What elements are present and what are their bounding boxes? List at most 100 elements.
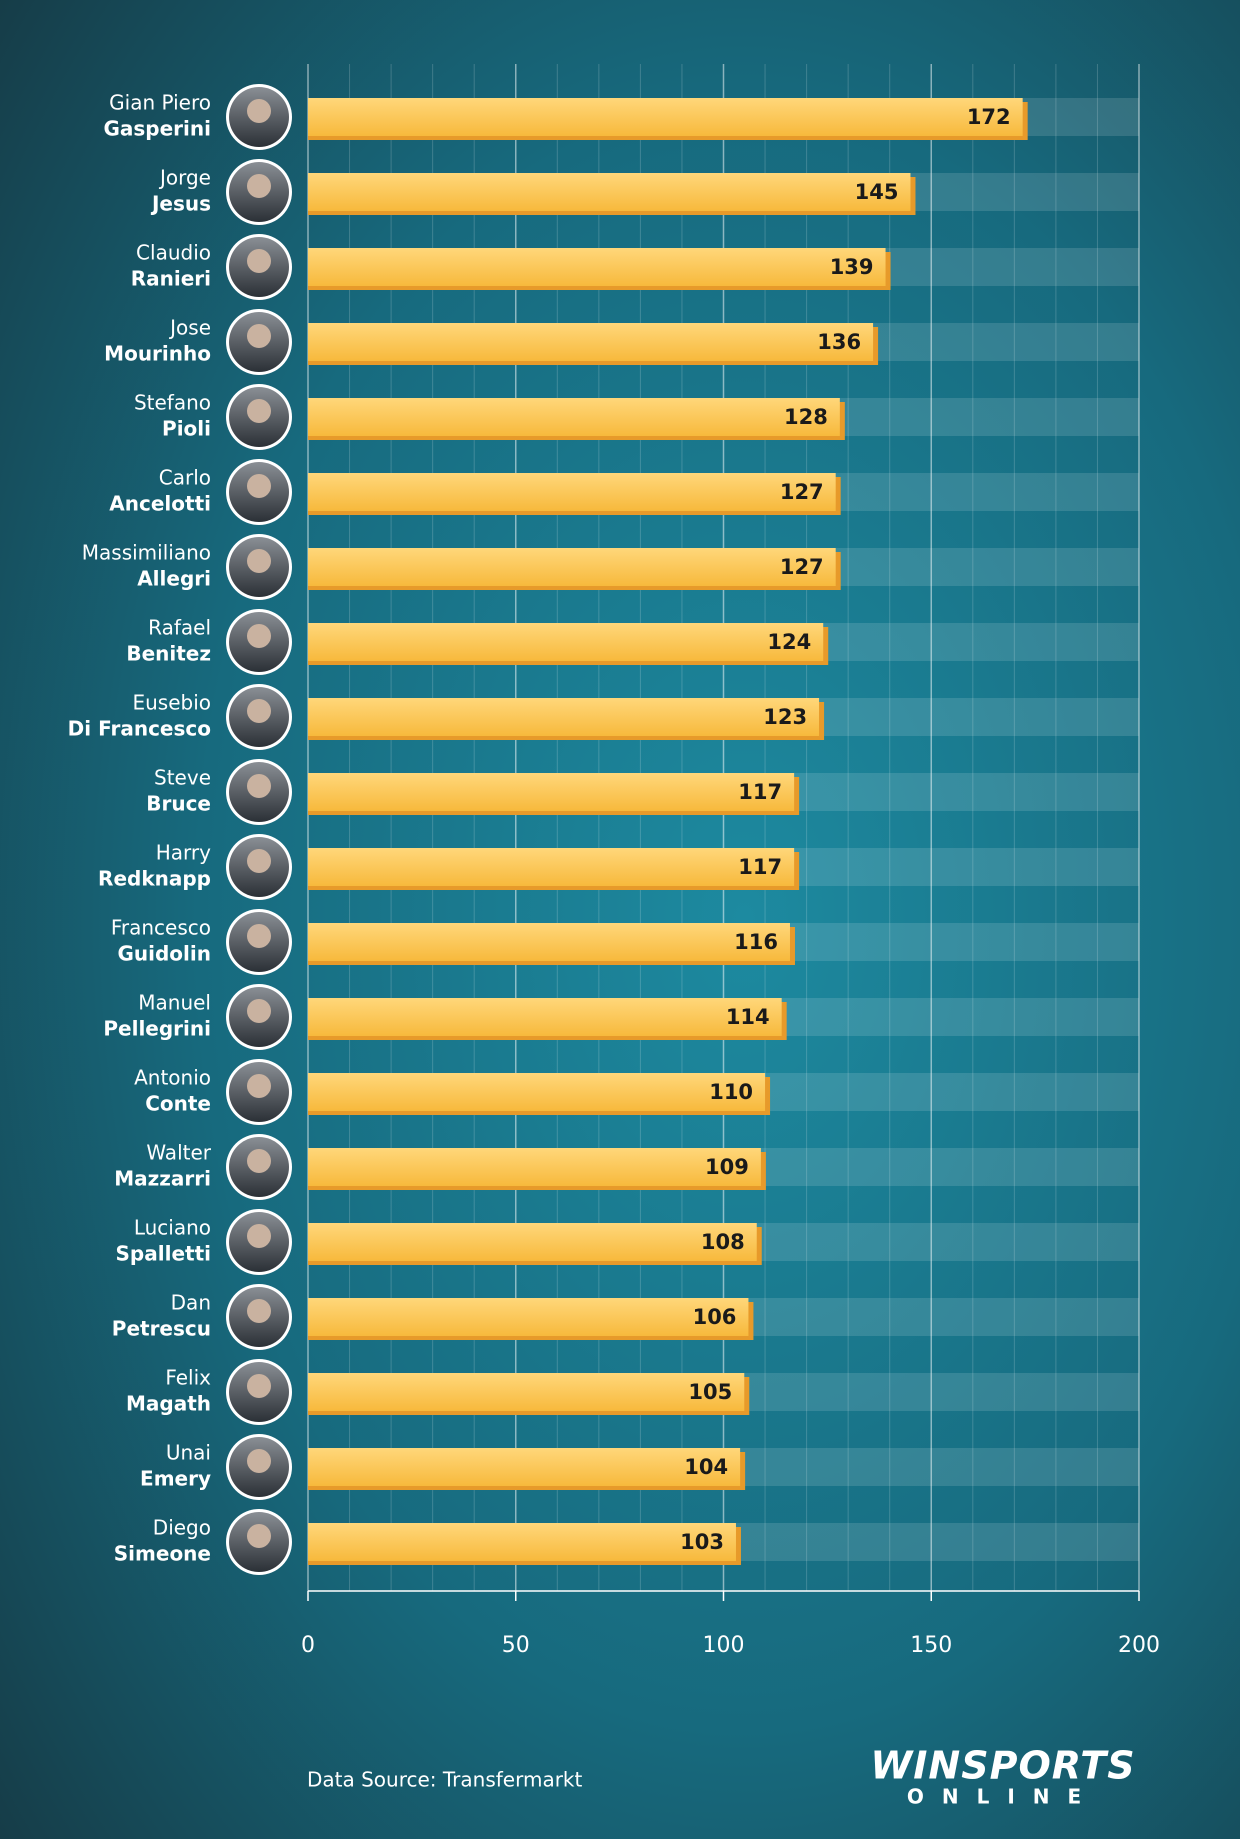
value-label: 116 [734,930,778,954]
bar [308,1373,745,1411]
photo-head [247,1224,271,1248]
photo-head [247,624,271,648]
value-label: 106 [693,1305,737,1329]
bar [308,773,795,811]
last-name: Jesus [150,192,211,216]
bar [308,1298,749,1336]
bar [308,1073,766,1111]
value-label: 117 [738,855,782,879]
first-name: Claudio [136,241,211,265]
bar [308,173,911,211]
x-tick-label: 150 [910,1633,952,1658]
x-tick-label: 0 [301,1633,315,1658]
first-name: Steve [154,766,211,790]
logo-sub: ONLINE [907,1785,1099,1809]
photo-head [247,1449,271,1473]
last-name: Spalletti [116,1242,211,1266]
last-name: Ranieri [131,267,211,291]
last-name: Allegri [137,567,211,591]
first-name: Rafael [148,616,211,640]
value-label: 128 [784,405,828,429]
first-name: Diego [153,1516,211,1540]
first-name: Eusebio [132,691,211,715]
photo-head [247,174,271,198]
bar [308,848,795,886]
photo-head [247,549,271,573]
photo-head [247,399,271,423]
value-label: 139 [830,255,874,279]
value-label: 117 [738,780,782,804]
value-label: 108 [701,1230,745,1254]
bar [308,623,824,661]
bar [308,1223,757,1261]
photo-head [247,1524,271,1548]
photo-head [247,1374,271,1398]
last-name: Mazzarri [114,1167,211,1191]
value-label: 114 [726,1005,770,1029]
photo-head [247,1149,271,1173]
value-label: 109 [705,1155,749,1179]
first-name: Stefano [134,391,211,415]
last-name: Petrescu [112,1317,211,1341]
first-name: Walter [146,1141,211,1165]
value-label: 136 [817,330,861,354]
value-label: 127 [780,480,824,504]
bar [308,398,840,436]
last-name: Magath [126,1392,211,1416]
last-name: Pellegrini [103,1017,211,1041]
x-tick-label: 200 [1118,1633,1160,1658]
photo-head [247,324,271,348]
value-label: 103 [680,1530,724,1554]
first-name: Massimiliano [82,541,211,565]
first-name: Manuel [138,991,211,1015]
bar [308,1148,761,1186]
last-name: Di Francesco [68,717,211,741]
bar [308,473,836,511]
last-name: Conte [145,1092,211,1116]
first-name: Carlo [159,466,211,490]
first-name: Jorge [158,166,211,190]
x-tick-label: 100 [703,1633,745,1658]
last-name: Benitez [126,642,211,666]
photo-head [247,474,271,498]
value-label: 127 [780,555,824,579]
bar [308,248,886,286]
bar [308,1448,741,1486]
photo-head [247,699,271,723]
value-label: 104 [684,1455,728,1479]
bar [308,1523,736,1561]
bar [308,548,836,586]
value-label: 110 [709,1080,753,1104]
first-name: Harry [156,841,211,865]
bar [308,998,782,1036]
first-name: Unai [166,1441,211,1465]
last-name: Ancelotti [109,492,211,516]
first-name: Dan [171,1291,211,1315]
first-name: Francesco [111,916,211,940]
last-name: Mourinho [104,342,211,366]
last-name: Gasperini [103,117,211,141]
photo-head [247,774,271,798]
photo-head [247,1299,271,1323]
value-label: 105 [688,1380,732,1404]
value-label: 172 [967,105,1011,129]
logo-main: WINSPORTS [870,1744,1135,1788]
first-name: Luciano [134,1216,211,1240]
photo-head [247,249,271,273]
last-name: Emery [140,1467,211,1491]
last-name: Redknapp [98,867,211,891]
value-label: 145 [855,180,899,204]
first-name: Felix [165,1366,211,1390]
bar [308,323,874,361]
photo-head [247,999,271,1023]
last-name: Bruce [146,792,211,816]
source-note: Data Source: Transfermarkt [307,1768,583,1792]
bar [308,98,1023,136]
first-name: Gian Piero [109,91,211,115]
photo-head [247,924,271,948]
last-name: Simeone [114,1542,211,1566]
photo-head [247,849,271,873]
x-tick-label: 50 [502,1633,530,1658]
photo-head [247,1074,271,1098]
